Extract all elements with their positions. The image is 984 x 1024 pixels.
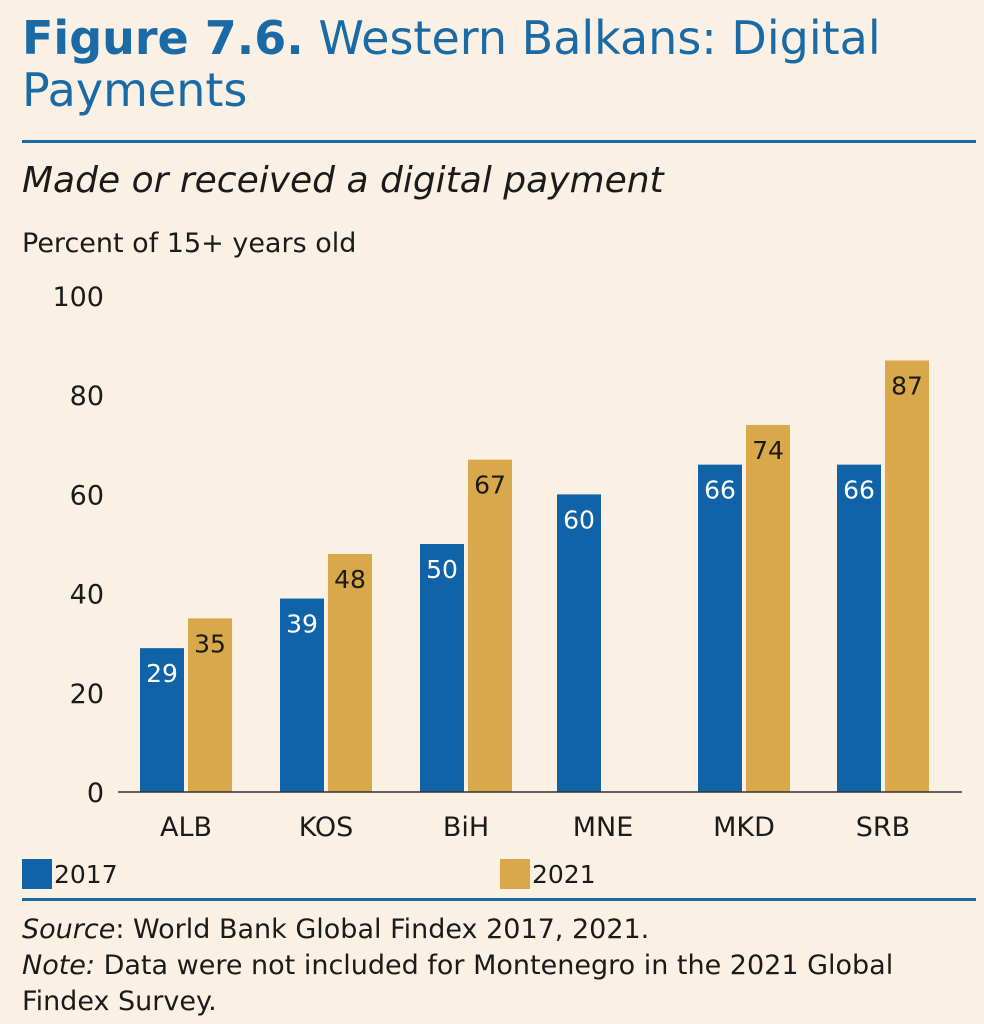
legend-label-2021: 2021 [532,859,596,889]
data-label-2017-MKD: 66 [704,476,736,505]
legend-swatch-2017 [22,859,52,889]
note-label: Note: [22,950,96,981]
bar-2021-ALB [188,618,232,792]
data-label-2021-ALB: 35 [194,629,226,658]
y-tick-label: 100 [52,282,104,313]
bar-2017-BiH [420,544,464,792]
y-tick-label: 0 [87,778,104,809]
figure-number: Figure 7.6. [22,11,304,65]
data-label-2021-MKD: 74 [752,436,784,465]
data-label-2021-SRB: 87 [891,371,923,400]
y-tick-label: 80 [70,381,104,412]
data-label-2017-BiH: 50 [426,555,458,584]
bar-2021-KOS [328,553,372,792]
legend-item-2017: 2017 [22,858,118,890]
data-label-2021-KOS: 48 [334,565,366,594]
x-tick-label-MNE: MNE [573,812,634,843]
figure-title-text: Western Balkans: Digital Payments [22,11,881,117]
title-divider [22,140,976,143]
bar-2021-BiH [468,459,512,792]
data-label-2017-KOS: 39 [286,610,318,639]
bar-chart: 0 20 40 60 80 100 29 35 ALB 39 48 KOS 50 67 BiH 60 MNE 66… [52,282,962,843]
x-tick-label-ALB: ALB [160,812,212,843]
source-line: Source: World Bank Global Findex 2017, 2… [22,912,972,948]
bar-2021-MKD [746,424,790,792]
legend-swatch-2021 [500,859,530,889]
bar-2017-MKD [698,464,742,792]
x-tick-label-SRB: SRB [856,812,910,843]
y-axis-label: Percent of 15+ years old [22,228,357,259]
note-text: Data were not included for Montenegro in… [22,950,894,1017]
data-label-2017-ALB: 29 [146,659,178,688]
source-text: : World Bank Global Findex 2017, 2021. [115,914,650,945]
legend-label-2017: 2017 [54,859,118,889]
footer-divider [22,898,976,901]
chart-title: Made or received a digital payment [22,160,664,201]
bar-2017-MNE [557,494,601,792]
legend-item-2021: 2021 [500,858,596,890]
x-tick-label-KOS: KOS [299,812,354,843]
data-label-2017-MNE: 60 [563,505,595,534]
y-tick-label: 20 [70,679,104,710]
bar-2017-ALB [140,648,184,792]
figure-title: Figure 7.6. Western Balkans: Digital Pay… [22,12,962,116]
note-line: Note: Data were not included for Montene… [22,948,972,1020]
source-label: Source [22,914,116,945]
bar-2021-SRB [885,360,929,792]
bar-2017-SRB [837,464,881,792]
bar-2017-KOS [280,598,324,792]
x-tick-label-MKD: MKD [713,812,775,843]
footnotes: Source: World Bank Global Findex 2017, 2… [22,912,972,1020]
data-label-2021-BiH: 67 [474,471,506,500]
data-label-2017-SRB: 66 [843,476,875,505]
y-tick-label: 40 [70,580,104,611]
x-tick-label-BiH: BiH [443,812,489,843]
y-tick-label: 60 [70,480,104,511]
